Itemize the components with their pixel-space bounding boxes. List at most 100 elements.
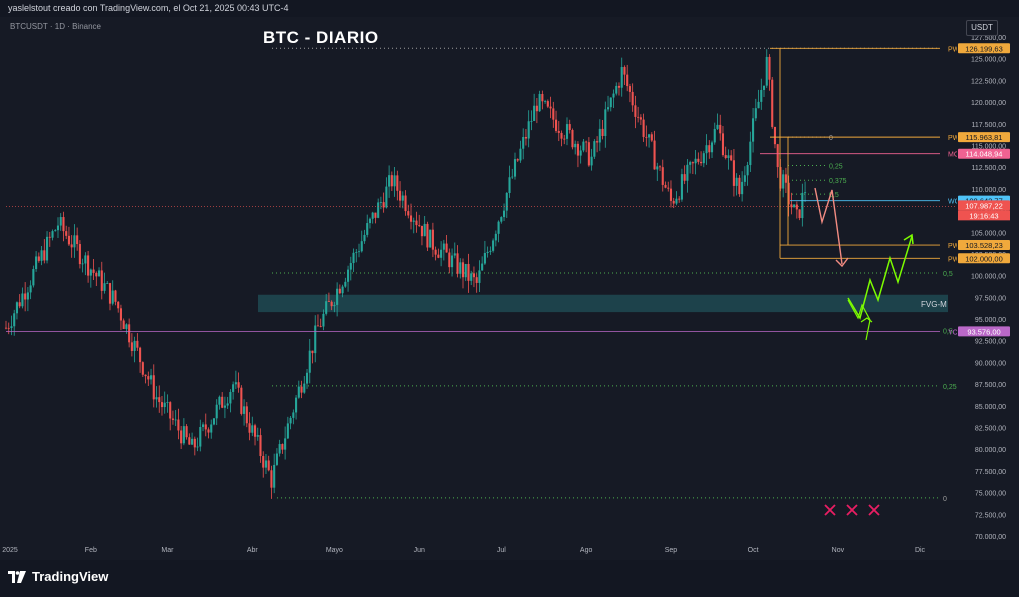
candle xyxy=(574,143,577,148)
candle xyxy=(738,177,741,195)
candle xyxy=(404,195,407,212)
candle xyxy=(289,417,292,424)
candle xyxy=(253,425,257,437)
x-tick-label: Ago xyxy=(580,547,593,554)
candle xyxy=(139,347,142,363)
currency-selector[interactable]: USDT xyxy=(966,20,998,36)
candle xyxy=(76,235,79,245)
candle xyxy=(166,402,169,403)
candle xyxy=(713,128,716,143)
candle xyxy=(169,402,172,419)
fib-label: 0,5 xyxy=(943,271,953,278)
candle xyxy=(322,313,325,327)
candle xyxy=(472,273,475,278)
x-tick-label: Oct xyxy=(748,547,759,554)
candle xyxy=(388,175,391,187)
candle xyxy=(108,283,112,304)
candle xyxy=(437,254,440,258)
green-minor-arrow-head xyxy=(860,317,873,323)
top-bar: yaslelstout creado con TradingView.com, … xyxy=(0,0,1019,17)
candle xyxy=(664,184,667,188)
price-axis[interactable] xyxy=(957,17,1019,560)
candle xyxy=(212,418,216,425)
x-tick-label: Sep xyxy=(665,547,678,554)
price-tag-label: 93.576,00 xyxy=(967,327,1000,336)
candle xyxy=(689,162,692,165)
candle xyxy=(486,251,489,253)
fvg-zone xyxy=(258,294,948,313)
y-tick-label: 92.500,00 xyxy=(975,339,1006,346)
green-projection-arrow xyxy=(847,235,913,320)
candle xyxy=(721,133,725,156)
candle xyxy=(278,444,281,454)
candle xyxy=(505,192,508,211)
candle xyxy=(442,243,445,250)
candle xyxy=(355,252,358,253)
candle xyxy=(620,67,623,88)
candle xyxy=(311,350,314,354)
candle xyxy=(735,177,738,186)
fib-small-label: 0 xyxy=(829,135,833,142)
candle xyxy=(587,142,590,166)
candle xyxy=(62,217,65,232)
y-tick-label: 90.000,00 xyxy=(975,360,1006,367)
candle xyxy=(784,174,787,183)
symbol-info: BTCUSDT · 1D · Binance xyxy=(10,22,101,31)
candle xyxy=(426,223,429,248)
candle xyxy=(158,397,161,403)
candle xyxy=(163,402,166,408)
price-tag-label: 102.000,00 xyxy=(965,254,1003,263)
candle xyxy=(59,217,62,226)
candle xyxy=(478,270,481,283)
candle xyxy=(51,231,54,238)
candle xyxy=(691,162,694,164)
candle xyxy=(776,144,779,168)
candle xyxy=(330,301,333,307)
candle xyxy=(702,153,705,164)
candle xyxy=(598,128,601,143)
price-chart[interactable]: FVG-M 0,5 0,25 0 0,5 0 0,25 0,375 0,5 PWH PWH MO WO P… xyxy=(0,17,1019,560)
y-tick-label: 117.500,00 xyxy=(971,122,1006,129)
candle xyxy=(15,302,18,314)
candle xyxy=(407,211,410,216)
x-tick-label: Mar xyxy=(161,547,174,554)
price-tag-label: 107.987,22 xyxy=(965,201,1003,210)
candle xyxy=(188,437,191,445)
candle xyxy=(13,313,16,327)
candle xyxy=(37,256,40,261)
candle xyxy=(111,290,114,304)
candle xyxy=(727,155,730,158)
y-tick-label: 95.000,00 xyxy=(975,317,1006,324)
chart-area[interactable]: FVG-M 0,5 0,25 0 0,5 0 0,25 0,375 0,5 PWH PWH MO WO P… xyxy=(0,17,1019,560)
price-tag-pwl xyxy=(958,240,1010,251)
candle xyxy=(650,134,653,141)
candle xyxy=(292,412,295,418)
candle xyxy=(678,198,681,200)
candle xyxy=(366,223,369,235)
candle xyxy=(527,121,530,139)
candle xyxy=(399,190,402,201)
tradingview-logo[interactable]: TradingView xyxy=(8,569,108,584)
x-mark-icon xyxy=(846,504,858,516)
candle xyxy=(508,177,511,193)
candle xyxy=(368,218,372,224)
candle xyxy=(746,165,749,176)
fib-label: 0,5 xyxy=(943,328,953,335)
candle xyxy=(502,210,506,218)
candle xyxy=(489,250,492,252)
candle xyxy=(262,456,265,468)
candle xyxy=(451,255,454,268)
tradingview-logo-icon xyxy=(8,570,26,583)
candle xyxy=(199,427,202,447)
x-tick-label: Jun xyxy=(414,547,425,554)
candle xyxy=(552,108,555,120)
candle xyxy=(658,166,662,168)
candle xyxy=(675,198,678,204)
candle xyxy=(24,293,27,300)
candle xyxy=(87,255,90,276)
candle xyxy=(530,120,533,122)
candle xyxy=(445,243,448,253)
x-mark-icon xyxy=(824,504,836,516)
candle xyxy=(787,182,790,205)
candle xyxy=(631,91,634,106)
